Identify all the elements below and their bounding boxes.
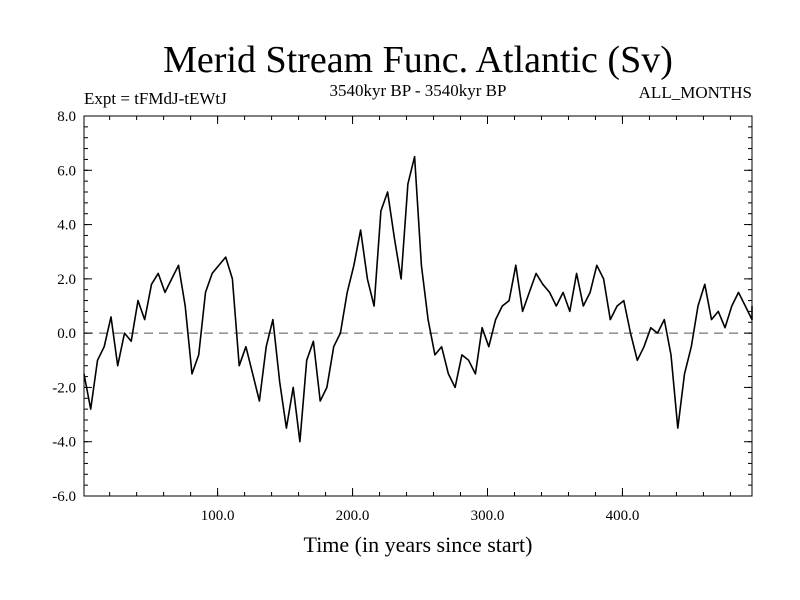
chart-title: Merid Stream Func. Atlantic (Sv) (163, 39, 673, 81)
plot-frame (83, 115, 753, 497)
chart-subtitle-left: Expt = tFMdJ-tEWtJ (84, 89, 227, 108)
y-tick-label: -2.0 (52, 380, 76, 396)
x-tick-label: 400.0 (606, 508, 640, 524)
y-tick-label: 2.0 (57, 272, 76, 288)
y-tick-label: 8.0 (57, 109, 76, 125)
chart-subtitle-right: ALL_MONTHS (639, 83, 752, 102)
chart-subtitle-center: 3540kyr BP - 3540kyr BP (330, 81, 507, 100)
x-tick-label: 100.0 (201, 508, 235, 524)
y-tick-label: 0.0 (57, 326, 76, 342)
series-layer (83, 155, 753, 443)
y-tick-label: -4.0 (52, 435, 76, 451)
y-tick-label: 6.0 (57, 163, 76, 179)
x-tick-label: 300.0 (471, 508, 505, 524)
x-axis-label: Time (in years since start) (304, 532, 533, 557)
ticks-layer (84, 115, 752, 497)
y-tick-label: -6.0 (52, 489, 76, 505)
tick-labels-layer: -6.0 -4.0 -2.0 0.0 2.0 4.0 6.0 8.0 100.0 200.0 300… (52, 109, 639, 524)
x-tick-label: 200.0 (336, 508, 370, 524)
series-line-1 (83, 155, 753, 443)
y-tick-label: 4.0 (57, 218, 76, 234)
